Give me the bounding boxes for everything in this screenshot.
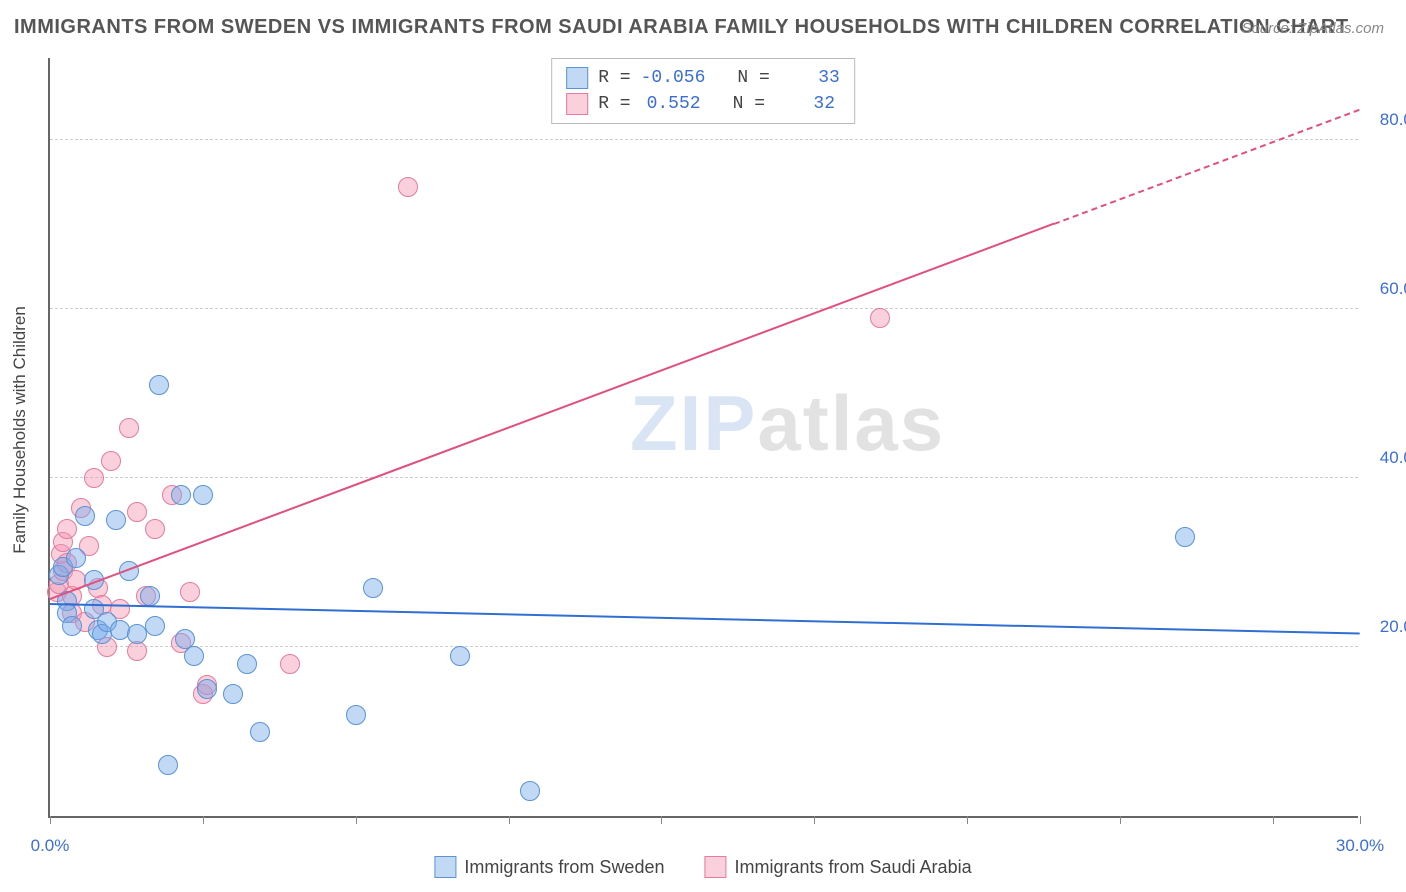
data-point-sweden (158, 755, 178, 775)
xtick (509, 816, 510, 824)
xtick-label: 0.0% (31, 836, 70, 856)
data-point-saudi (280, 654, 300, 674)
gridline-h (50, 477, 1358, 478)
xtick (661, 816, 662, 824)
gridline-h (50, 308, 1358, 309)
data-point-saudi (119, 418, 139, 438)
xtick (1360, 816, 1361, 824)
legend-item-saudi: Immigrants from Saudi Arabia (704, 856, 971, 878)
data-point-sweden (197, 679, 217, 699)
n-label: N = (733, 94, 765, 114)
trend-line (50, 603, 1360, 635)
series-legend: Immigrants from Sweden Immigrants from S… (434, 856, 971, 878)
xtick (50, 816, 51, 824)
r-value-saudi: 0.552 (641, 94, 701, 114)
data-point-sweden (66, 548, 86, 568)
data-point-sweden (106, 510, 126, 530)
data-point-sweden (140, 586, 160, 606)
swatch-saudi (566, 93, 588, 115)
ytick-label: 60.0% (1368, 279, 1406, 299)
xtick (967, 816, 968, 824)
legend-label-sweden: Immigrants from Sweden (464, 857, 664, 878)
correlation-legend: R = -0.056 N = 33 R = 0.552 N = 32 (551, 58, 855, 124)
ytick-label: 80.0% (1368, 110, 1406, 130)
legend-item-sweden: Immigrants from Sweden (434, 856, 664, 878)
xtick-label: 30.0% (1336, 836, 1384, 856)
data-point-sweden (184, 646, 204, 666)
legend-label-saudi: Immigrants from Saudi Arabia (734, 857, 971, 878)
xtick (203, 816, 204, 824)
data-point-saudi (398, 177, 418, 197)
r-label: R = (598, 94, 630, 114)
gridline-h (50, 646, 1358, 647)
legend-row-saudi: R = 0.552 N = 32 (566, 91, 840, 117)
data-point-sweden (1175, 527, 1195, 547)
data-point-sweden (237, 654, 257, 674)
n-value-sweden: 33 (780, 68, 840, 88)
data-point-sweden (145, 616, 165, 636)
data-point-sweden (193, 485, 213, 505)
data-point-sweden (346, 705, 366, 725)
swatch-sweden (434, 856, 456, 878)
plot-area: ZIPatlas 20.0%40.0%60.0%80.0%0.0%30.0% (48, 58, 1358, 818)
data-point-sweden (520, 781, 540, 801)
xtick (356, 816, 357, 824)
data-point-sweden (450, 646, 470, 666)
n-label: N = (737, 68, 769, 88)
xtick (1273, 816, 1274, 824)
swatch-saudi (704, 856, 726, 878)
data-point-sweden (363, 578, 383, 598)
data-point-sweden (149, 375, 169, 395)
xtick (1120, 816, 1121, 824)
legend-row-sweden: R = -0.056 N = 33 (566, 65, 840, 91)
n-value-saudi: 32 (775, 94, 835, 114)
data-point-saudi (180, 582, 200, 602)
data-point-saudi (145, 519, 165, 539)
data-point-sweden (75, 506, 95, 526)
swatch-sweden (566, 67, 588, 89)
data-point-sweden (223, 684, 243, 704)
watermark: ZIPatlas (630, 378, 945, 469)
data-point-sweden (171, 485, 191, 505)
y-axis-label: Family Households with Children (10, 306, 30, 554)
data-point-sweden (62, 616, 82, 636)
r-value-sweden: -0.056 (641, 68, 706, 88)
trend-line (1054, 109, 1360, 225)
ytick-label: 20.0% (1368, 617, 1406, 637)
xtick (814, 816, 815, 824)
ytick-label: 40.0% (1368, 448, 1406, 468)
data-point-saudi (101, 451, 121, 471)
chart-container: IMMIGRANTS FROM SWEDEN VS IMMIGRANTS FRO… (0, 0, 1406, 892)
r-label: R = (598, 68, 630, 88)
chart-title: IMMIGRANTS FROM SWEDEN VS IMMIGRANTS FRO… (14, 16, 1349, 39)
data-point-saudi (84, 468, 104, 488)
data-point-saudi (127, 502, 147, 522)
data-point-sweden (250, 722, 270, 742)
source-label: Source: ZipAtlas.com (1241, 20, 1384, 37)
watermark-atlas: atlas (757, 379, 945, 467)
watermark-zip: ZIP (630, 379, 757, 467)
data-point-saudi (870, 308, 890, 328)
data-point-saudi (57, 519, 77, 539)
gridline-h (50, 139, 1358, 140)
